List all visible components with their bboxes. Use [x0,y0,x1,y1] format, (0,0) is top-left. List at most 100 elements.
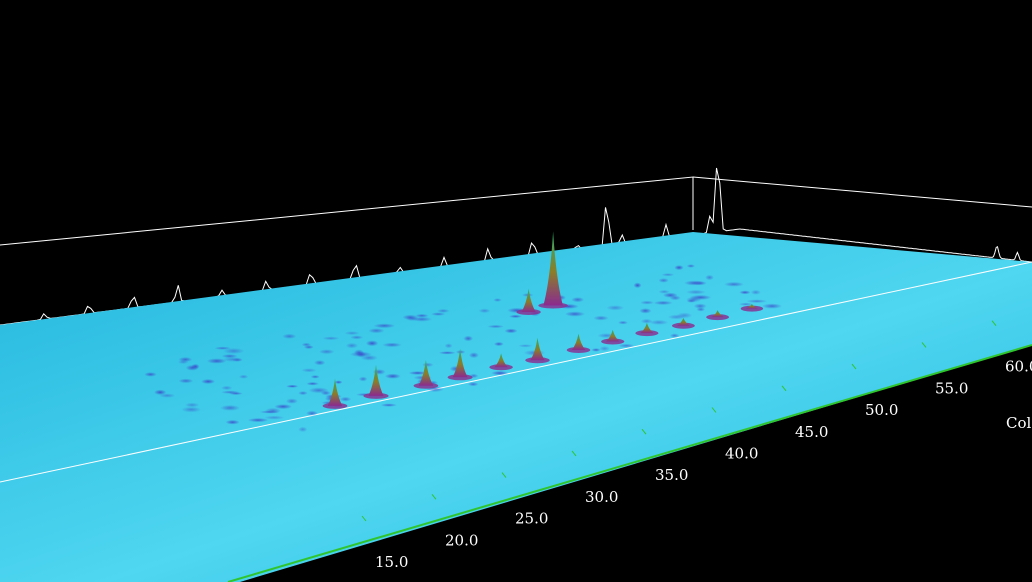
surface-spot [382,342,402,348]
surface-spot [633,282,642,289]
surface-spot [298,426,308,433]
axis-tick-mark [711,407,717,413]
axis-tick-label: 40.0 [725,445,758,463]
surface-spot [468,352,479,359]
surface-spot [264,407,282,414]
peak [530,337,545,361]
surface-spot [693,303,707,309]
surface-spot [372,369,386,375]
surface-spot [661,273,675,277]
surface-peaks [322,231,764,409]
surface-spot [303,345,314,349]
surface-spot [662,292,678,298]
axis-tick-mark [431,493,437,500]
peak [452,348,468,378]
axis-tick-mark [991,320,997,327]
axis-tick-mark [641,428,647,435]
surface-spot [225,419,240,425]
axis-tick-mark [571,450,577,457]
axis-tick-label: 35.0 [655,466,688,484]
surface-spot [308,387,329,394]
surface-spot [220,405,240,411]
surface-spot [223,356,243,362]
surface-spot [658,278,669,283]
peak [640,322,654,334]
peak [571,333,586,350]
surface-spot [314,360,326,366]
back-wall-trace-right [692,176,1032,263]
peak [543,231,563,306]
axis-tick-label: 45.0 [795,423,828,441]
surface-spot [264,415,285,420]
surface-spot [750,289,761,295]
surface-spot [310,375,320,379]
axis-tick-label: 15.0 [375,553,408,571]
surface-spot [667,314,686,320]
surface-spot [223,348,245,354]
peak [418,360,434,386]
surface-spot [444,343,453,349]
surface-spot [684,280,705,286]
surface-spot [746,299,768,304]
axis-tick-label: 20.0 [445,531,478,549]
back-wall-frame-right [692,176,1032,208]
surface-spot [350,335,364,340]
surface-spot [653,300,673,305]
axis-tick-mark [921,342,927,348]
peak [494,353,508,368]
axis-tick-label: 25.0 [515,510,548,528]
axis-tick-label: 55.0 [935,379,968,397]
axis-tick-mark [501,472,507,478]
surface-spot [373,323,396,329]
axis-tick-mark [851,363,857,370]
surface-spot [739,290,751,295]
surface-spot [319,349,335,355]
axis-tick-label: 30.0 [585,488,618,506]
surface-spot [487,324,505,329]
surface-spot [408,371,427,375]
peak [606,329,620,342]
surface-spot [606,305,625,311]
surface-spot [339,396,352,402]
surface-spot [214,346,232,350]
surface-spot [247,418,269,423]
surface-spot [368,328,385,334]
surface-spot [431,312,446,316]
surface-spot [345,342,358,349]
surface-spot [185,402,200,408]
surface-spot [282,333,297,339]
surface-spot [493,341,504,347]
surface-spot [181,406,202,413]
peak [327,378,343,406]
surface-spot [674,265,684,271]
peak [521,288,536,312]
first-dimension-axis-line [227,344,1032,582]
surface-spot [504,328,518,334]
surface-spot [599,346,610,352]
surface-spot [322,336,340,341]
surface-spot [178,378,194,384]
axis-tick-mark [781,385,787,392]
surface-spot [191,363,200,369]
surface-spot [365,340,379,347]
surface-spot [686,296,702,303]
surface-spot [206,358,227,364]
surface-spot [438,351,456,355]
surface-spot [334,380,343,385]
surface-spot [762,303,782,309]
surface-spot [685,289,706,295]
surface-spot [618,343,635,348]
surface-spot [344,331,360,335]
axis-tick-mark [361,515,367,522]
surface-spot [402,314,419,320]
axis-title: Col [1006,414,1032,432]
surface-spot [221,385,233,390]
surface-spot [201,379,216,384]
surface-spot [360,355,378,361]
surface-reference-line [0,261,1032,483]
surface-spot [467,382,479,387]
peak [368,364,384,396]
axis-tick-label: 50.0 [865,401,898,419]
surface-spot [358,376,368,382]
